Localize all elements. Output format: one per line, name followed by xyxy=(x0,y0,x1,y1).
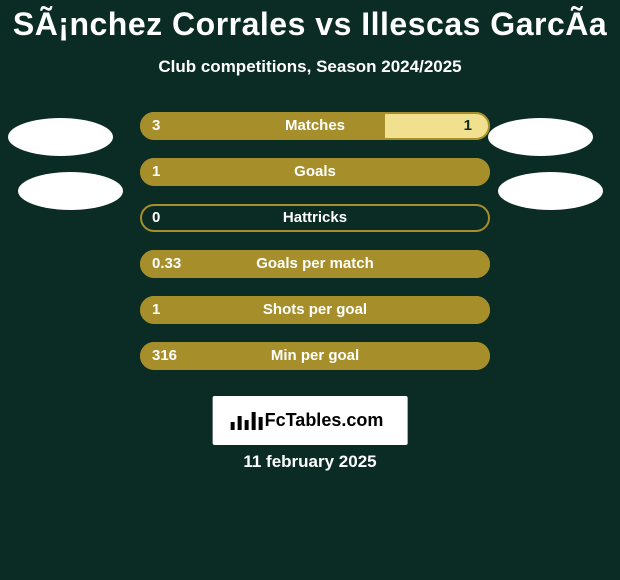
stat-label: Hattricks xyxy=(140,204,490,232)
stat-row: 316Min per goal xyxy=(0,342,620,388)
stat-row: 0Hattricks xyxy=(0,204,620,250)
comparison-infographic: SÃ¡nchez Corrales vs Illescas GarcÃ­a Cl… xyxy=(0,0,620,580)
stat-label: Goals per match xyxy=(140,250,490,278)
brand-badge: FcTables.com xyxy=(213,396,408,445)
bar-chart-icon xyxy=(231,412,263,430)
stat-label: Shots per goal xyxy=(140,296,490,324)
stat-label: Goals xyxy=(140,158,490,186)
stat-label: Min per goal xyxy=(140,342,490,370)
stat-row: 0.33Goals per match xyxy=(0,250,620,296)
subtitle: Club competitions, Season 2024/2025 xyxy=(0,57,620,77)
stat-row: 31Matches xyxy=(0,112,620,158)
stat-row: 1Shots per goal xyxy=(0,296,620,342)
page-title: SÃ¡nchez Corrales vs Illescas GarcÃ­a xyxy=(0,0,620,43)
stat-row: 1Goals xyxy=(0,158,620,204)
brand-text: FcTables.com xyxy=(265,410,384,430)
stats-chart: 31Matches1Goals0Hattricks0.33Goals per m… xyxy=(0,112,620,388)
date-text: 11 february 2025 xyxy=(0,452,620,472)
stat-label: Matches xyxy=(140,112,490,140)
